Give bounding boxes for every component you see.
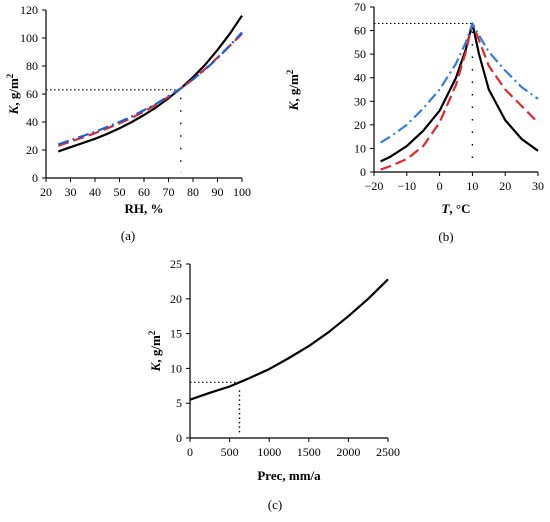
x-axis-label: Prec, mm/a xyxy=(257,468,321,483)
x-tick-label: 1000 xyxy=(257,445,281,459)
x-axis-label-main: Prec, mm/a xyxy=(257,468,321,483)
x-tick-label: 100 xyxy=(233,185,251,199)
series-line-2 xyxy=(380,22,539,144)
chart-panel-2: 0 500 1000 1500 2000 2500 0 5 10 15 20 25 Prec, mm/a… xyxy=(147,257,400,512)
y-tick-label: 20 xyxy=(354,118,366,132)
x-tick-label: 0 xyxy=(437,179,443,193)
x-axis-label: RH, % xyxy=(125,201,164,216)
series-line-0 xyxy=(380,22,539,163)
y-axis-label-main: K xyxy=(6,104,21,115)
y-tick-label: 40 xyxy=(354,71,366,85)
y-tick-label: 60 xyxy=(26,87,38,101)
x-tick-label: 2000 xyxy=(336,445,360,459)
x-tick-label: 20 xyxy=(499,179,511,193)
y-tick-label: 0 xyxy=(360,165,366,179)
panel-caption: (c) xyxy=(268,497,282,512)
y-tick-label: 20 xyxy=(26,143,38,157)
y-tick-label: 50 xyxy=(354,47,366,61)
y-axis-label-superscript: 2 xyxy=(147,330,157,335)
y-tick-label: 70 xyxy=(354,0,366,14)
y-tick-label: 10 xyxy=(354,141,366,155)
chart-panel-1: −20 −10 0 10 20 30 0 10 20 30 40 50 60 70 T, °C K, g/m2… xyxy=(285,0,544,244)
x-tick-label: 30 xyxy=(65,185,77,199)
series-line-2 xyxy=(57,31,243,146)
x-tick-label: 30 xyxy=(532,179,544,193)
x-tick-label: 10 xyxy=(466,179,478,193)
x-tick-label: 0 xyxy=(187,445,193,459)
y-tick-label: 0 xyxy=(176,431,182,445)
series-line-0 xyxy=(189,278,389,401)
y-axis-label-main: K xyxy=(148,361,163,372)
x-tick-label: 20 xyxy=(40,185,52,199)
series-line-1 xyxy=(380,22,539,171)
x-tick-label: 500 xyxy=(221,445,239,459)
x-axis-label-unit: , % xyxy=(144,201,164,216)
y-axis-label-unit: , g/m xyxy=(6,78,21,106)
y-axis-label: K, g/m2 xyxy=(285,69,301,111)
x-axis-label: T, °C xyxy=(441,201,470,216)
series-line-1 xyxy=(57,33,243,147)
y-axis-label: K, g/m2 xyxy=(5,73,21,115)
y-tick-label: 0 xyxy=(32,171,38,185)
y-tick-label: 100 xyxy=(20,31,38,45)
x-tick-label: 90 xyxy=(212,185,224,199)
x-axis-label-main: RH xyxy=(125,201,145,216)
y-tick-label: 25 xyxy=(170,257,182,271)
y-tick-label: 30 xyxy=(354,94,366,108)
y-axis-label-unit: , g/m xyxy=(286,74,301,102)
x-axis-label-unit: , °C xyxy=(449,201,470,216)
y-tick-label: 10 xyxy=(170,361,182,375)
x-tick-label: 50 xyxy=(114,185,126,199)
x-tick-label: −20 xyxy=(365,179,384,193)
panel-caption: (a) xyxy=(121,228,135,243)
series-line-0 xyxy=(57,14,243,153)
panel-caption: (b) xyxy=(438,229,453,244)
y-axis-label-superscript: 2 xyxy=(285,69,295,74)
x-tick-label: −10 xyxy=(397,179,416,193)
y-tick-label: 15 xyxy=(170,327,182,341)
y-tick-label: 5 xyxy=(176,396,182,410)
x-tick-label: 60 xyxy=(138,185,150,199)
x-tick-label: 40 xyxy=(89,185,101,199)
x-tick-label: 1500 xyxy=(297,445,321,459)
y-axis-label: K, g/m2 xyxy=(147,330,163,372)
x-tick-label: 80 xyxy=(187,185,199,199)
y-axis-label-main: K xyxy=(286,100,301,111)
y-axis-label-unit: , g/m xyxy=(148,335,163,363)
x-tick-label: 70 xyxy=(163,185,175,199)
y-tick-label: 40 xyxy=(26,115,38,129)
x-axis-label-main: T xyxy=(441,201,450,216)
y-tick-label: 120 xyxy=(20,3,38,17)
y-tick-label: 60 xyxy=(354,24,366,38)
y-axis-label-superscript: 2 xyxy=(5,73,15,78)
y-tick-label: 80 xyxy=(26,59,38,73)
x-tick-label: 2500 xyxy=(376,445,400,459)
y-tick-label: 20 xyxy=(170,292,182,306)
